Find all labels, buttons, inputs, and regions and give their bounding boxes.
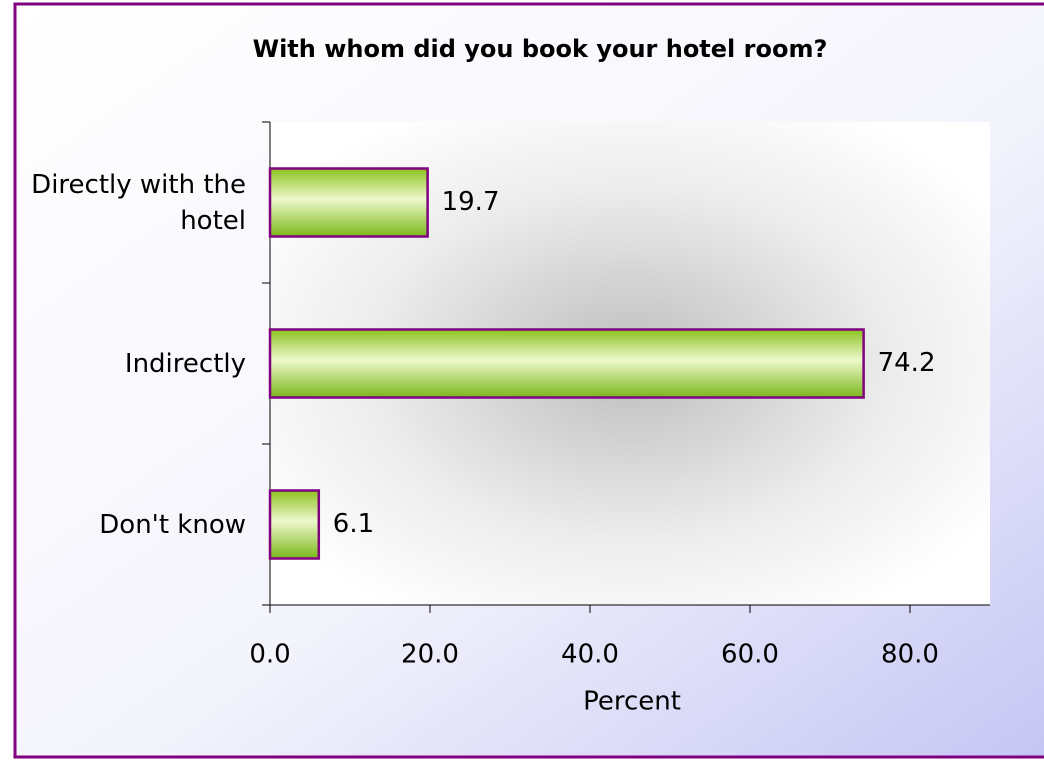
- x-tick-label: 20.0: [401, 640, 459, 670]
- y-tick-label: Indirectly: [124, 348, 246, 379]
- bar: [268, 167, 429, 238]
- bar: [268, 489, 321, 560]
- value-label: 74.2: [878, 348, 936, 378]
- value-label: 6.1: [333, 509, 374, 539]
- x-tick-label: 40.0: [561, 640, 619, 670]
- y-tick-label: Don't know: [99, 509, 246, 540]
- y-tick-label: Directly with the hotel: [31, 169, 246, 236]
- value-label: 19.7: [442, 187, 500, 217]
- x-tick-label: 60.0: [721, 640, 779, 670]
- x-axis-label: Percent: [583, 687, 681, 717]
- bar: [268, 328, 865, 399]
- x-tick-label: 80.0: [881, 640, 939, 670]
- chart-title: With whom did you book your hotel room?: [253, 35, 828, 63]
- x-tick-label: 0.0: [249, 640, 290, 670]
